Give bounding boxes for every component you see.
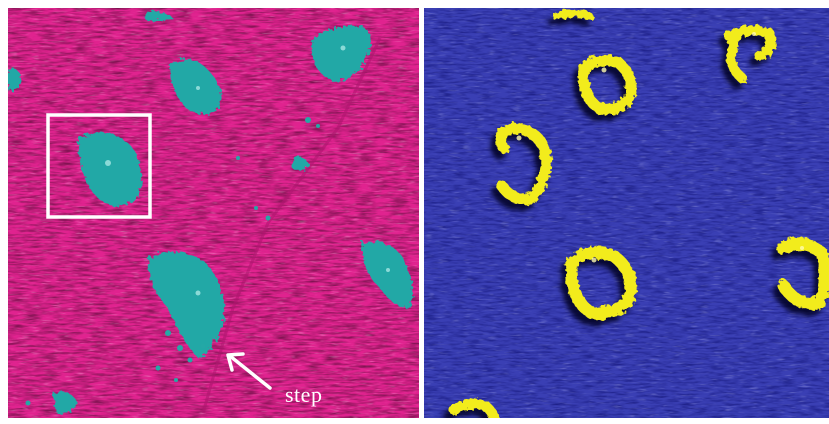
- island: [495, 122, 552, 205]
- left-surface-image: [8, 8, 419, 418]
- island: [78, 133, 142, 207]
- left-image-panel: step: [8, 8, 419, 418]
- island: [449, 398, 499, 418]
- step-edge: [201, 37, 382, 414]
- island: [578, 54, 637, 115]
- island: [143, 11, 173, 22]
- step-label: step: [285, 382, 323, 407]
- island: [565, 246, 637, 320]
- island: [362, 241, 413, 308]
- right-surface-image: [424, 8, 829, 418]
- highlight-box: [46, 113, 152, 219]
- island: [724, 25, 776, 83]
- step-arrow: [226, 352, 272, 390]
- island: [148, 251, 225, 358]
- island: [8, 67, 22, 91]
- island: [169, 59, 222, 114]
- island: [552, 9, 593, 20]
- island: [311, 25, 371, 81]
- island: [292, 157, 310, 171]
- island: [53, 390, 78, 414]
- right-image-panel: [424, 8, 829, 418]
- island: [776, 238, 829, 310]
